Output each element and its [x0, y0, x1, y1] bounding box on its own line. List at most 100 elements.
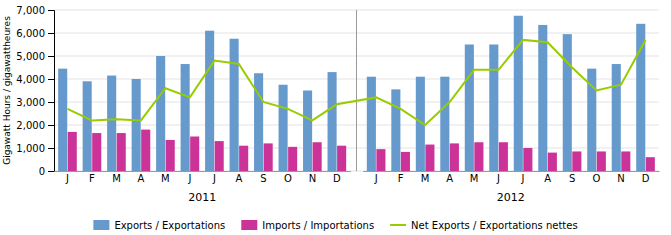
bar: [538, 25, 547, 171]
bar: [440, 77, 449, 171]
bar: [141, 130, 150, 171]
x-tick-label: D: [333, 173, 341, 184]
bar: [117, 133, 126, 171]
x-tick-label: A: [235, 173, 242, 184]
y-tick-mark: [48, 171, 54, 172]
x-axis-line: [363, 171, 659, 172]
legend-swatch: [93, 220, 109, 230]
y-axis: 01,0002,0003,0004,0005,0006,0007,000: [16, 5, 54, 177]
bar: [636, 24, 645, 171]
bar: [279, 85, 288, 171]
x-tick: M: [470, 171, 479, 184]
bar: [68, 132, 77, 171]
bar: [523, 148, 532, 171]
x-tick-label: J: [65, 173, 69, 184]
x-tick-label: F: [89, 173, 95, 184]
x-tick: O: [284, 171, 292, 184]
bar: [563, 34, 572, 171]
x-tick: F: [398, 171, 404, 184]
bar: [646, 157, 655, 171]
bar: [190, 137, 199, 172]
plot: 01,0002,0003,0004,0005,0006,0007,000JFMA…: [2, 5, 660, 204]
legend-label: Net Exports / Exportations nettes: [411, 220, 578, 231]
x-tick-label: N: [617, 173, 624, 184]
bar: [181, 64, 190, 171]
bar: [58, 69, 67, 171]
bar: [92, 133, 101, 171]
bar: [489, 45, 498, 172]
x-tick-label: D: [642, 173, 650, 184]
y-tick-mark: [48, 148, 54, 149]
x-tick: M: [161, 171, 170, 184]
bar: [156, 56, 165, 171]
x-tick: J: [374, 171, 378, 184]
x-tick: F: [89, 171, 95, 184]
bar: [425, 145, 434, 171]
x-tick-label: M: [421, 173, 430, 184]
x-axis: JFMAMJJASOND: [55, 171, 351, 184]
y-tick: 4,000: [16, 74, 54, 85]
x-tick: N: [309, 171, 316, 184]
bar: [514, 16, 523, 171]
y-tick-mark: [48, 79, 54, 80]
bar-series: [58, 16, 645, 171]
bar: [612, 64, 621, 171]
y-tick: 1,000: [16, 143, 54, 154]
legend: Exports / Exportations Imports / Importat…: [93, 220, 577, 231]
bar: [313, 142, 322, 171]
y-tick: 0: [39, 166, 54, 177]
y-tick-mark: [48, 33, 54, 34]
y-tick-mark: [48, 125, 54, 126]
bar: [621, 151, 630, 171]
x-tick: J: [65, 171, 69, 184]
bar: [391, 89, 400, 171]
y-tick-label: 1,000: [16, 143, 45, 154]
bar: [376, 149, 385, 171]
legend-swatch: [241, 220, 257, 230]
y-tick-mark: [48, 56, 54, 57]
x-tick-label: A: [544, 173, 551, 184]
y-tick-label: 3,000: [16, 97, 45, 108]
x-tick: S: [260, 171, 266, 184]
x-tick-label: N: [309, 173, 316, 184]
x-tick: J: [521, 171, 525, 184]
legend-item: Exports / Exportations: [93, 220, 225, 231]
bar: [83, 81, 92, 171]
bar: [132, 79, 141, 171]
x-axis: JFMAMJJASOND: [363, 171, 659, 184]
x-tick-label: M: [470, 173, 479, 184]
y-tick: 5,000: [16, 51, 54, 62]
legend-label: Imports / Importations: [262, 220, 374, 231]
x-tick-label: O: [593, 173, 601, 184]
group-label: 2012: [497, 191, 525, 204]
bar: [474, 142, 483, 171]
x-tick: O: [593, 171, 601, 184]
bar: [548, 153, 557, 171]
legend-item: Imports / Importations: [241, 220, 374, 231]
x-tick: M: [112, 171, 121, 184]
x-tick: S: [569, 171, 575, 184]
x-tick-label: A: [138, 173, 145, 184]
x-tick: A: [544, 171, 551, 184]
x-tick-label: J: [187, 173, 191, 184]
y-tick-mark: [48, 102, 54, 103]
bar: [107, 76, 116, 171]
x-axis-line: [55, 171, 351, 172]
y-axis-title: Gigawatt Hours / gigawattheures: [2, 16, 12, 165]
x-tick-label: M: [112, 173, 121, 184]
group-separator: [356, 10, 357, 171]
x-tick-label: S: [260, 173, 266, 184]
y-tick-mark: [48, 10, 54, 11]
x-tick: J: [187, 171, 191, 184]
bar: [288, 147, 297, 171]
x-tick: N: [617, 171, 624, 184]
marks: [58, 16, 655, 171]
bar: [239, 146, 248, 171]
bar: [328, 72, 337, 171]
x-tick: D: [642, 171, 650, 184]
x-tick-label: J: [496, 173, 500, 184]
bar: [499, 142, 508, 171]
bar: [264, 143, 273, 171]
group-label: 2011: [188, 191, 216, 204]
line: [67, 40, 645, 125]
